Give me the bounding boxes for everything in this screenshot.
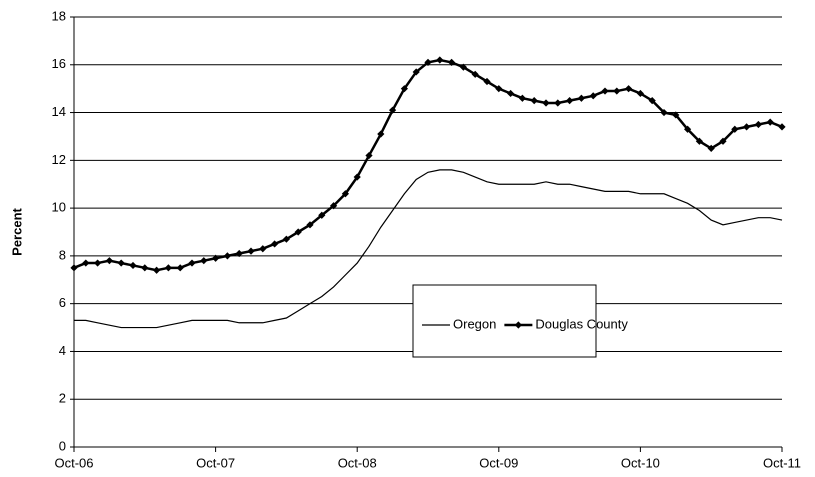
marker xyxy=(365,151,373,160)
y-tick-label: 8 xyxy=(59,247,66,262)
x-tick-label: Oct-10 xyxy=(621,455,660,470)
marker xyxy=(636,89,644,98)
marker xyxy=(424,58,432,66)
marker xyxy=(507,89,515,98)
marker xyxy=(707,144,715,152)
marker xyxy=(200,257,208,265)
marker xyxy=(589,92,597,100)
y-tick-label: 18 xyxy=(52,8,66,23)
marker xyxy=(412,68,420,76)
marker xyxy=(188,259,196,267)
marker xyxy=(625,85,633,93)
marker xyxy=(672,111,680,119)
marker xyxy=(105,257,113,265)
marker xyxy=(754,120,762,129)
marker xyxy=(330,202,338,210)
marker xyxy=(306,221,314,229)
x-tick-label: Oct-09 xyxy=(479,455,518,470)
x-tick-label: Oct-08 xyxy=(338,455,377,470)
x-tick-label: Oct-06 xyxy=(54,455,93,470)
y-tick-label: 4 xyxy=(59,343,66,358)
marker xyxy=(212,254,220,262)
marker xyxy=(554,99,562,107)
marker xyxy=(766,118,774,126)
marker xyxy=(613,87,621,95)
legend-label: Douglas County xyxy=(535,316,628,331)
marker xyxy=(271,240,279,248)
marker xyxy=(129,261,137,270)
y-tick-label: 14 xyxy=(52,104,66,119)
legend-marker xyxy=(514,321,522,329)
marker xyxy=(566,97,574,105)
y-tick-label: 6 xyxy=(59,295,66,310)
series-line xyxy=(74,169,783,329)
marker xyxy=(377,130,385,138)
y-tick-label: 10 xyxy=(52,200,66,215)
y-tick-label: 2 xyxy=(59,391,66,406)
marker xyxy=(601,87,609,95)
marker xyxy=(353,173,361,181)
marker xyxy=(82,259,90,267)
y-tick-label: 12 xyxy=(52,152,66,167)
marker xyxy=(778,123,786,131)
marker xyxy=(164,264,172,272)
legend xyxy=(412,284,597,358)
marker xyxy=(577,94,585,102)
marker xyxy=(141,264,149,272)
marker xyxy=(719,137,727,145)
marker xyxy=(518,94,526,102)
marker xyxy=(648,97,656,105)
marker xyxy=(684,125,692,133)
marker xyxy=(695,137,703,145)
y-tick-label: 16 xyxy=(52,56,66,71)
marker xyxy=(530,97,538,105)
marker xyxy=(400,85,408,93)
marker xyxy=(94,259,102,267)
marker xyxy=(247,247,255,255)
marker xyxy=(153,266,161,274)
marker xyxy=(117,259,125,267)
marker xyxy=(743,123,751,131)
marker xyxy=(223,252,231,260)
y-tick-label: 0 xyxy=(59,438,66,453)
marker xyxy=(542,99,550,107)
marker xyxy=(259,245,267,253)
y-axis-label: Percent xyxy=(9,207,24,255)
marker xyxy=(448,58,456,66)
marker xyxy=(389,106,397,114)
legend-label: Oregon xyxy=(453,316,496,331)
marker xyxy=(731,125,739,133)
marker xyxy=(282,235,290,243)
marker xyxy=(341,190,349,198)
marker xyxy=(436,56,444,64)
marker xyxy=(294,228,302,236)
marker xyxy=(459,63,467,71)
series-line xyxy=(73,58,783,272)
marker xyxy=(176,264,184,272)
marker xyxy=(471,70,479,78)
marker xyxy=(495,85,503,93)
marker xyxy=(318,211,326,219)
x-tick-label: Oct-11 xyxy=(763,455,801,470)
marker xyxy=(235,249,243,258)
marker xyxy=(660,108,668,117)
marker xyxy=(483,77,491,86)
x-tick-label: Oct-07 xyxy=(196,455,235,470)
marker xyxy=(70,264,78,272)
